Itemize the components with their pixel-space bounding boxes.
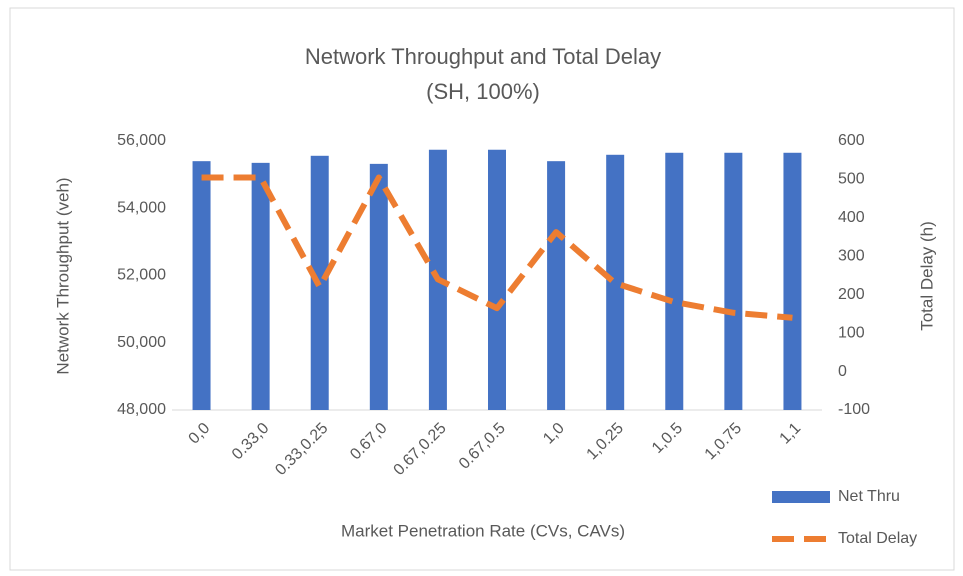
bar [724,152,743,411]
y2-tick-label: -100 [838,401,870,418]
bar [783,152,802,411]
y2-tick-label: 100 [838,324,865,341]
y2-tick-label: 400 [838,209,865,226]
bar [369,163,388,410]
y-tick-label: 50,000 [117,334,166,351]
x-axis-label: Market Penetration Rate (CVs, CAVs) [341,521,625,540]
bar [488,149,506,410]
bar [665,152,684,411]
legend-label: Total Delay [838,530,917,547]
y2-tick-label: 200 [838,286,865,303]
chart-subtitle: (SH, 100%) [426,79,540,104]
chart-title: Network Throughput and Total Delay [305,44,661,69]
y2-tick-label: 300 [838,248,865,265]
bar [192,161,211,410]
y-tick-label: 56,000 [117,132,166,149]
y2-axis-label: Total Delay (h) [917,221,936,331]
bar [251,162,270,410]
legend-label: Net Thru [838,488,900,505]
y-tick-label: 54,000 [117,199,166,216]
y2-tick-label: 500 [838,171,865,188]
y-tick-label: 48,000 [117,401,166,418]
y2-tick-label: 0 [838,363,847,380]
y2-tick-label: 600 [838,132,865,149]
bar [606,154,625,410]
bar [547,161,566,410]
legend-swatch [772,491,830,503]
y-tick-label: 52,000 [117,267,166,284]
line [201,174,793,321]
y-axis-label: Network Throughput (veh) [53,177,72,374]
